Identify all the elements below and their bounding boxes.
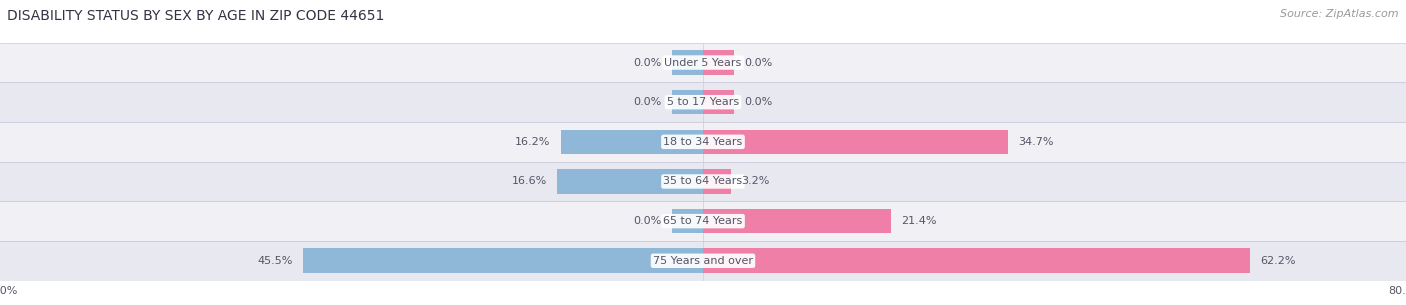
Text: 75 Years and over: 75 Years and over xyxy=(652,256,754,266)
Bar xyxy=(703,130,1008,154)
Text: 62.2%: 62.2% xyxy=(1260,256,1295,266)
Text: 5 to 17 Years: 5 to 17 Years xyxy=(666,97,740,107)
Bar xyxy=(672,50,703,75)
Text: 0.0%: 0.0% xyxy=(634,216,662,226)
Text: DISABILITY STATUS BY SEX BY AGE IN ZIP CODE 44651: DISABILITY STATUS BY SEX BY AGE IN ZIP C… xyxy=(7,9,384,23)
Bar xyxy=(0,43,1406,82)
Text: 3.2%: 3.2% xyxy=(742,177,770,186)
Text: 21.4%: 21.4% xyxy=(901,216,936,226)
Bar xyxy=(672,90,703,114)
Text: 16.6%: 16.6% xyxy=(512,177,547,186)
Bar xyxy=(0,241,1406,281)
Bar xyxy=(557,169,703,194)
Text: 35 to 64 Years: 35 to 64 Years xyxy=(664,177,742,186)
Text: 16.2%: 16.2% xyxy=(515,137,550,147)
Bar xyxy=(703,90,734,114)
Text: 0.0%: 0.0% xyxy=(634,97,662,107)
Text: Under 5 Years: Under 5 Years xyxy=(665,58,741,67)
Text: 45.5%: 45.5% xyxy=(257,256,292,266)
Bar xyxy=(672,209,703,233)
Text: 0.0%: 0.0% xyxy=(744,58,772,67)
Text: 65 to 74 Years: 65 to 74 Years xyxy=(664,216,742,226)
Bar xyxy=(561,130,703,154)
Bar xyxy=(0,122,1406,162)
Bar xyxy=(703,169,731,194)
Text: 34.7%: 34.7% xyxy=(1018,137,1054,147)
Text: 0.0%: 0.0% xyxy=(634,58,662,67)
Text: 18 to 34 Years: 18 to 34 Years xyxy=(664,137,742,147)
Bar xyxy=(703,209,891,233)
Bar xyxy=(703,249,1250,273)
Bar xyxy=(0,82,1406,122)
Bar xyxy=(0,162,1406,201)
Text: Source: ZipAtlas.com: Source: ZipAtlas.com xyxy=(1281,9,1399,19)
Bar xyxy=(0,201,1406,241)
Bar xyxy=(304,249,703,273)
Bar xyxy=(703,50,734,75)
Text: 0.0%: 0.0% xyxy=(744,97,772,107)
